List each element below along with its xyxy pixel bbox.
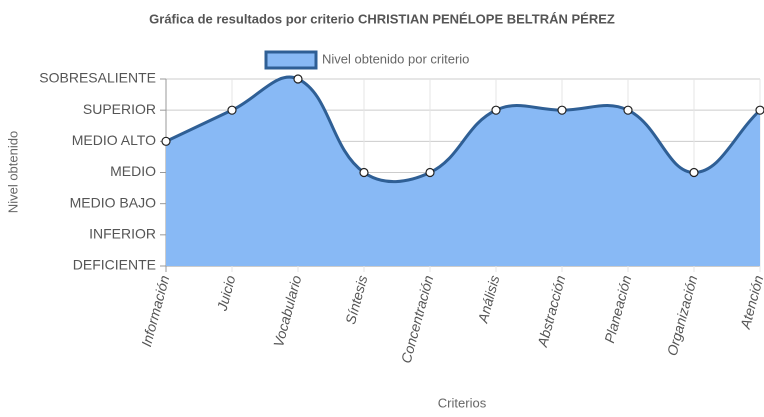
x-tick-label: Abstracción xyxy=(534,273,569,349)
x-tick-label: Síntesis xyxy=(342,274,370,326)
point xyxy=(491,105,501,115)
point xyxy=(755,105,764,115)
point xyxy=(161,136,171,146)
x-tick-label: Planeación xyxy=(601,273,634,344)
point xyxy=(425,167,435,178)
line xyxy=(165,75,762,184)
x-tick-label: Vocabulario xyxy=(270,273,305,348)
y-tick-label: MEDIO BAJO xyxy=(70,194,156,210)
point xyxy=(227,105,237,115)
x-tick-label: Información xyxy=(138,273,172,348)
y-tick-label: SUPERIOR xyxy=(83,101,156,117)
y-axis-title: Nivel obtenido xyxy=(5,131,20,213)
x-tick-label: Organización xyxy=(664,273,701,357)
point xyxy=(359,167,369,178)
x-axis-title: Criterios xyxy=(438,395,487,410)
x-tick-label: Juicio xyxy=(213,273,238,313)
point xyxy=(623,105,633,115)
legend-swatch xyxy=(264,50,318,70)
chart-title: Gráfica de resultados por criterio CHRIS… xyxy=(149,11,615,26)
point xyxy=(293,74,303,84)
x-tick-label: Concentración xyxy=(398,273,437,365)
x-tick-label: Análisis xyxy=(474,274,502,326)
legend-label: Nivel obtenido por criterio xyxy=(322,51,469,66)
area-fill xyxy=(166,77,760,266)
point xyxy=(557,105,567,115)
y-tick-label: DEFICIENTE xyxy=(73,257,156,273)
y-tick-label: SOBRESALIENTE xyxy=(39,70,156,86)
point xyxy=(689,167,699,178)
x-tick-label: Atención xyxy=(737,273,764,331)
y-tick-label: MEDIO ALTO xyxy=(72,132,156,148)
y-tick-label: INFERIOR xyxy=(89,226,156,242)
y-tick-label: MEDIO xyxy=(110,163,156,179)
